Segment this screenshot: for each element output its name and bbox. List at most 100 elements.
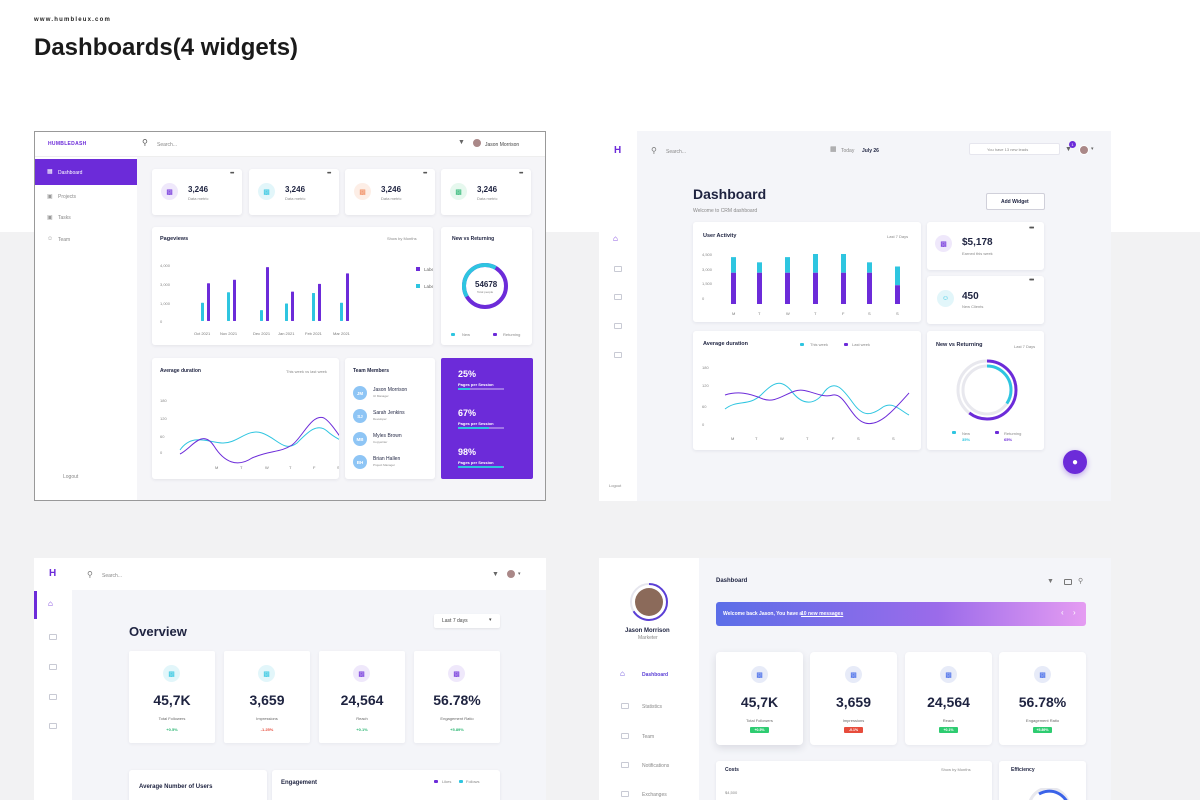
member-name[interactable]: Sarah Jenkins	[373, 410, 405, 416]
sidebar-item-projects[interactable]: Projects	[58, 194, 77, 200]
team-title: Team Members	[353, 368, 390, 374]
chart-icon[interactable]	[621, 703, 629, 709]
exchange-icon[interactable]	[621, 791, 629, 797]
x-tick-label: S	[896, 311, 899, 316]
nvr-filter[interactable]: Last 7 Days	[1014, 344, 1036, 349]
costs-filter[interactable]: Show by Months	[941, 767, 971, 772]
more-icon[interactable]: •••	[519, 171, 523, 177]
home-icon[interactable]: ⌂	[48, 599, 53, 608]
avg-title: Average duration	[160, 368, 201, 374]
x-tick-label: Dec 2021	[253, 331, 271, 336]
exchange-icon[interactable]	[614, 352, 622, 358]
logo[interactable]: HUMBLEDASH	[48, 141, 87, 147]
page-heading: Dashboards(4 widgets)	[34, 34, 299, 61]
logout-link[interactable]: Logout	[609, 483, 622, 488]
kpi-label: Reach	[942, 718, 955, 723]
team-icon[interactable]	[614, 294, 622, 300]
pageviews-filter[interactable]: Show by Months	[387, 236, 417, 241]
bell-icon[interactable]: ▼	[1047, 578, 1054, 585]
date-filter-label: Last 7 days	[442, 618, 468, 624]
bell-icon[interactable]: ▼	[458, 139, 465, 146]
search-input[interactable]: Search...	[666, 149, 687, 155]
mail-icon[interactable]	[614, 323, 622, 329]
metric-value: 3,246	[285, 185, 306, 194]
avg-title: Average duration	[703, 341, 749, 347]
chart-icon[interactable]	[49, 634, 57, 640]
kpi-value: 24,564	[927, 694, 970, 710]
date-filter-select[interactable]	[434, 614, 500, 628]
x-tick-label: M	[732, 311, 735, 316]
kpi-icon: ▩	[751, 666, 768, 683]
chevron-down-icon[interactable]: ▾	[1091, 146, 1094, 152]
search-icon[interactable]: ⚲	[87, 570, 93, 579]
dashboard-panel-3: H ⌂ ⚲ Search... ▼ ▾ Overview Last 7 days…	[34, 558, 546, 800]
kpi-delta: +0.1%	[356, 727, 368, 732]
logout-link[interactable]: Logout	[63, 474, 79, 480]
nvr-donut	[461, 263, 508, 309]
nav-statistics[interactable]: Statistics	[642, 704, 663, 710]
nvr-card	[927, 331, 1044, 450]
nav-dashboard[interactable]: Dashboard	[642, 672, 669, 678]
home-icon[interactable]: ⌂	[613, 234, 618, 243]
series-this-week	[179, 427, 339, 451]
more-icon[interactable]: •••	[1029, 277, 1034, 284]
search-icon[interactable]: ⚲	[1078, 578, 1084, 585]
team-icon[interactable]	[49, 664, 57, 670]
search-input[interactable]: Search...	[102, 573, 123, 579]
more-icon[interactable]: •••	[423, 171, 427, 177]
bell-icon[interactable]: ▼	[1065, 146, 1072, 153]
stat-label: Pages per Session	[458, 382, 494, 387]
search-icon[interactable]: ⚲	[651, 146, 657, 155]
logo[interactable]: H	[49, 568, 57, 579]
bar-segment-returning	[731, 272, 736, 304]
banner-link[interactable]: 10 new messages	[801, 611, 844, 617]
earned-label: Earned this week	[962, 251, 993, 256]
nav-exchanges[interactable]: Exchanges	[642, 792, 667, 798]
member-name[interactable]: Myles Brown	[373, 433, 402, 439]
chart-icon[interactable]	[614, 266, 622, 272]
leads-box[interactable]	[969, 143, 1060, 155]
metric-icon: ▩	[258, 183, 275, 200]
more-icon[interactable]: •••	[327, 171, 331, 177]
bar-label-1	[318, 283, 321, 321]
home-icon[interactable]: ⌂	[620, 669, 625, 678]
avg-filter[interactable]: This week vs last week	[286, 369, 327, 374]
logo[interactable]: H	[614, 145, 622, 156]
search-input[interactable]: Search...	[157, 142, 178, 148]
member-name[interactable]: Brian Hallen	[373, 456, 401, 462]
exchange-icon[interactable]	[49, 723, 57, 729]
member-avatar: SJ	[353, 409, 367, 423]
avatar[interactable]	[506, 569, 516, 579]
bar-label-1	[346, 273, 349, 321]
next-arrow-icon[interactable]: ›	[1073, 608, 1076, 617]
prev-arrow-icon[interactable]: ‹	[1061, 608, 1064, 617]
more-icon[interactable]: •••	[1029, 225, 1034, 232]
notifications-icon[interactable]	[621, 762, 629, 768]
more-icon[interactable]: •••	[230, 171, 234, 177]
team-icon[interactable]	[621, 733, 629, 739]
bell-icon[interactable]: ▼	[492, 571, 499, 578]
nav-notifications[interactable]: Notifications	[642, 763, 670, 769]
sidebar-item-tasks[interactable]: Tasks	[58, 215, 71, 221]
metric-value: 3,246	[381, 185, 402, 194]
sidebar	[599, 131, 637, 501]
avatar[interactable]	[472, 138, 482, 148]
activity-filter[interactable]: Last 7 Days	[887, 234, 909, 239]
chevron-down-icon[interactable]: ▾	[518, 571, 521, 577]
member-avatar: MB	[353, 432, 367, 446]
nav-team[interactable]: Team	[642, 734, 655, 740]
add-widget-button[interactable]	[986, 193, 1045, 210]
sidebar-item-team[interactable]: Team	[58, 237, 71, 243]
costs-title: Costs	[725, 767, 739, 773]
mail-icon[interactable]	[49, 694, 57, 700]
member-name[interactable]: Jason Morrison	[373, 387, 408, 393]
avatar[interactable]	[1079, 145, 1089, 155]
stat-track	[458, 388, 504, 390]
sidebar-item-dashboard[interactable]	[35, 159, 137, 185]
stat-percent: 67%	[458, 408, 477, 418]
chat-button[interactable]: ●	[1063, 450, 1087, 474]
activity-title: User Activity	[703, 233, 737, 239]
search-icon[interactable]: ⚲	[142, 138, 148, 147]
mail-icon[interactable]	[1064, 579, 1072, 585]
